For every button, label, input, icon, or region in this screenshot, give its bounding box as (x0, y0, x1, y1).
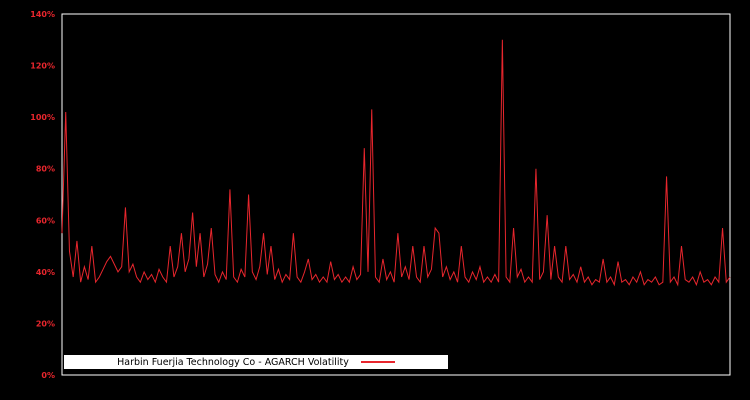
y-axis-tick-label: 120% (30, 62, 55, 71)
plot-area (61, 13, 731, 376)
y-axis-tick-label: 140% (30, 10, 55, 19)
y-axis-tick-label: 40% (36, 268, 55, 277)
y-axis-tick-label: 60% (36, 216, 55, 225)
y-axis-tick-label: 80% (36, 165, 55, 174)
y-axis-tick-label: 0% (41, 371, 55, 380)
y-axis-tick-label: 20% (36, 319, 55, 328)
y-axis-tick-label: 100% (30, 113, 55, 122)
legend-line-sample (360, 361, 395, 363)
legend-label: Harbin Fuerjia Technology Co - AGARCH Vo… (117, 356, 349, 368)
legend-box: Harbin Fuerjia Technology Co - AGARCH Vo… (64, 355, 448, 369)
volatility-line (61, 39, 731, 287)
